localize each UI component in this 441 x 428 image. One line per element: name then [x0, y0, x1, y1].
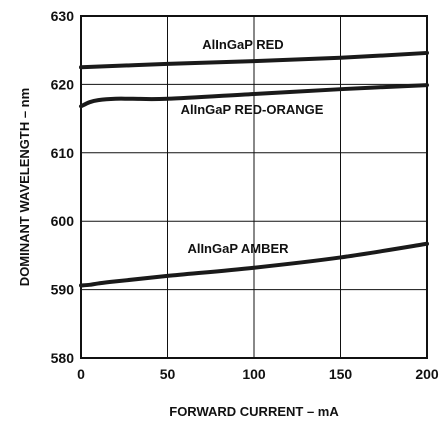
- series-label-1: AlInGaP RED: [202, 37, 283, 52]
- x-tick-label: 150: [329, 366, 353, 382]
- series-layer: [79, 50, 429, 288]
- y-tick-label: 590: [51, 282, 75, 298]
- series-labels: AlInGaP RED AlInGaP RED-ORANGE AlInGaP AMB…: [181, 37, 324, 256]
- series-line-2: [79, 83, 429, 109]
- x-tick-label: 200: [415, 366, 439, 382]
- series-line-1: [79, 50, 429, 70]
- x-tick-label: 100: [242, 366, 266, 382]
- x-tick-label: 0: [77, 366, 85, 382]
- y-tick-label: 630: [51, 8, 75, 24]
- y-axis-title: DOMINANT WAVELENGTH – nm: [17, 88, 32, 286]
- tick-labels: 0 50 100 150 200 580 590 600 610 620 630: [51, 8, 439, 382]
- y-tick-label: 600: [51, 213, 75, 229]
- y-tick-label: 610: [51, 145, 75, 161]
- grid: [81, 16, 427, 358]
- y-tick-label: 580: [51, 350, 75, 366]
- series-label-3: AlInGaP AMBER: [187, 241, 289, 256]
- series-line-3: [79, 241, 429, 288]
- series-label-2: AlInGaP RED-ORANGE: [181, 102, 324, 117]
- x-axis-title: FORWARD CURRENT – mA: [169, 404, 339, 419]
- plot-frame: [80, 15, 428, 359]
- y-tick-label: 620: [51, 76, 75, 92]
- x-tick-label: 50: [160, 366, 176, 382]
